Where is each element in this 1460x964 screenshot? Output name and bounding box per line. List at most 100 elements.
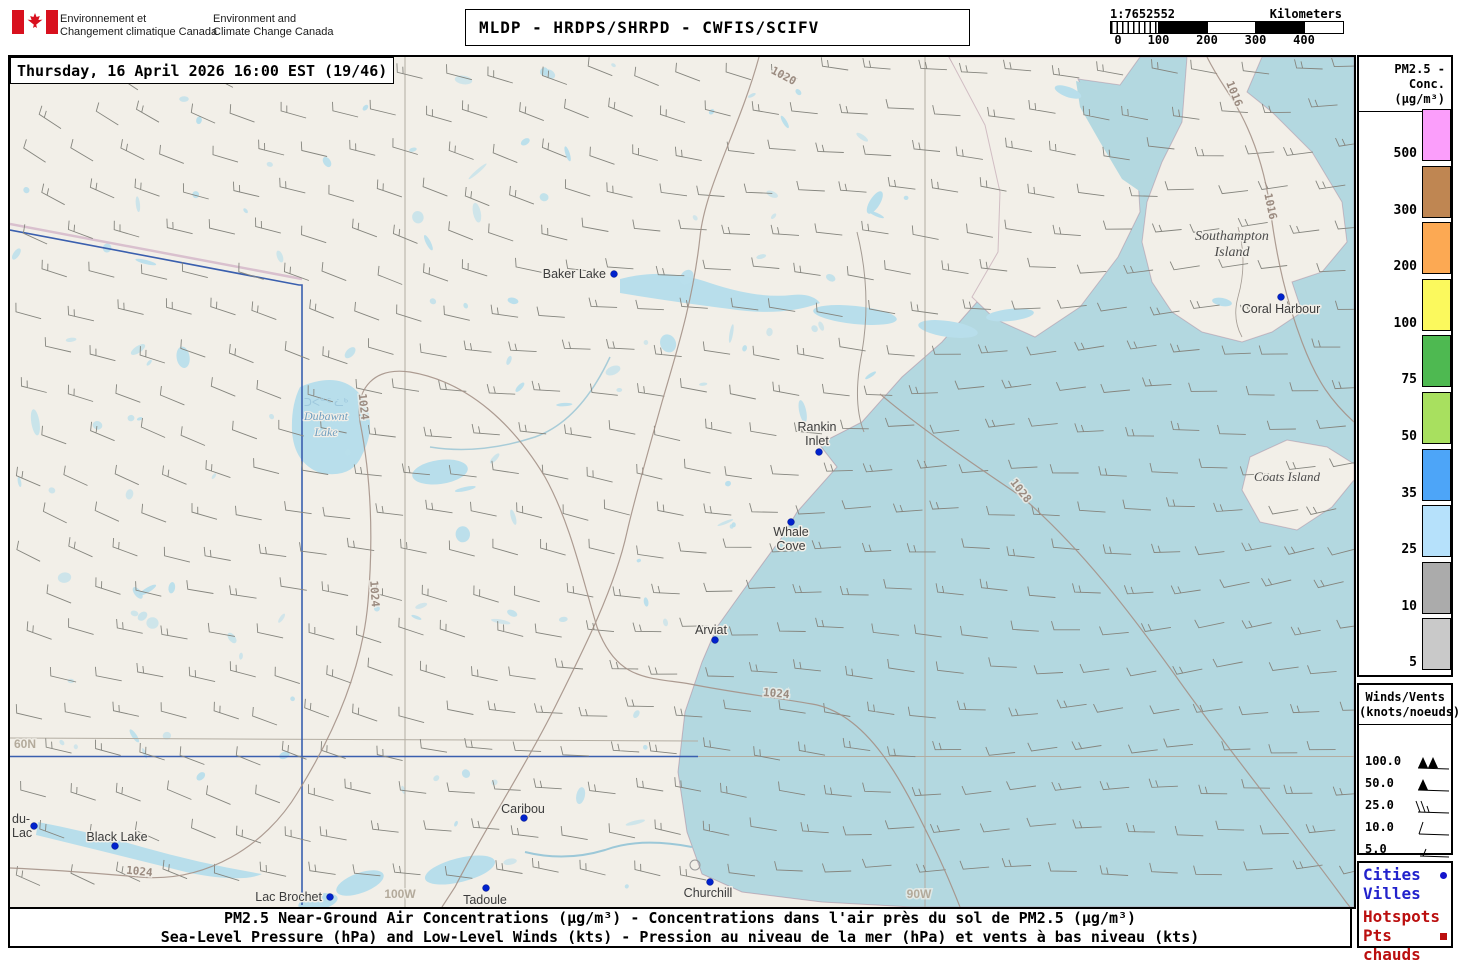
pm25-level-25: 25 [1401, 542, 1417, 558]
map-scale-ratio: 1:7652552 [1110, 7, 1176, 21]
pm25-level-500: 500 [1393, 146, 1417, 161]
isobars [10, 57, 1354, 907]
wind-barb-icon-pennant1 [1417, 779, 1450, 792]
timestamp-text: Thursday, 16 April 2026 16:00 EST (19/46… [17, 61, 388, 80]
caption-line2: Sea-Level Pressure (hPa) and Low-Level W… [160, 928, 1200, 946]
city-dot-arviat [711, 636, 719, 644]
pm25-swatch-75 [1422, 335, 1451, 388]
isobar-1020 [441, 57, 760, 907]
wind-legend-row-50.0: 50.0 [1359, 773, 1455, 795]
wind-barb-icon-barb10 [1418, 821, 1450, 836]
scale-tick-100: 100 [1147, 33, 1170, 47]
winds-title-line2: (knots/noeuds) [1359, 705, 1460, 719]
scale-segment-white-1 [1208, 22, 1256, 33]
isobar-label-1024: 1024 [126, 864, 154, 880]
wind-speed-10.0: 10.0 [1365, 820, 1394, 834]
pm25-legend-separator [1359, 111, 1451, 112]
canada-flag-icon [12, 10, 58, 34]
pm25-title-line2: (µg/m³) [1394, 92, 1445, 106]
map-scale-ticks: 0 100 200 300 400 [1110, 33, 1370, 47]
graticule-label-90W: 90W [907, 887, 932, 901]
scale-tick-400: 400 [1293, 33, 1315, 47]
markers-legend: Cities Villes Hotspots Pts chauds [1357, 861, 1453, 964]
pm25-legend: PM2.5 - Conc. (µg/m³) 500 300 200 100 75 50 35… [1357, 55, 1453, 677]
isobar-1028 [879, 393, 1351, 907]
city-label-inlet: Inlet [805, 434, 829, 448]
map-scale-bar [1110, 21, 1344, 34]
wind-legend-row-100.0: 100.0 [1359, 751, 1455, 773]
city-label-caribou: Caribou [501, 802, 545, 816]
winds-legend: Winds/Vents (knots/noeuds) 100.0 50.0 25.0… [1357, 683, 1460, 858]
product-title: MLDP - HRDPS/SHRPD - CWFIS/SCIFV [479, 18, 820, 37]
product-title-box: MLDP - HRDPS/SHRPD - CWFIS/SCIFV [465, 9, 970, 46]
graticule-labels: 60N 100W 90W [13, 736, 934, 903]
pm25-swatch-35 [1422, 448, 1451, 501]
city-dot-baker-lake [610, 270, 618, 278]
pm25-swatch-5 [1422, 618, 1451, 671]
graticule-label-60N: 60N [14, 737, 36, 751]
isobar-label-1024: 1024 [763, 686, 791, 701]
wind-legend-row-10.0: 10.0 [1359, 817, 1455, 839]
place-label-coats-island: Coats Island [1254, 469, 1321, 484]
city-dot-icon [1440, 872, 1447, 879]
scattered-lakes [11, 62, 909, 889]
winds-legend-separator [1359, 724, 1451, 725]
hotspots-label-fr: Pts chauds [1363, 926, 1421, 964]
winds-legend-title: Winds/Vents (knots/noeuds) [1359, 685, 1460, 720]
pm25-level-200: 200 [1393, 259, 1417, 275]
wind-barb-icon-pennant2 [1417, 757, 1450, 770]
city-dot-churchill [706, 878, 714, 886]
pm25-swatch-50 [1422, 392, 1451, 444]
pm25-title-line1: PM2.5 - Conc. [1394, 62, 1445, 91]
agency-fr-line1: Environnement et [60, 13, 147, 25]
coats-island [1241, 439, 1354, 531]
hotspot-square-icon [1440, 933, 1447, 940]
pm25-swatch-10 [1422, 561, 1451, 614]
agency-name-english: Environment and Climate Change Canada [213, 13, 333, 39]
city-dot-tadoule [482, 884, 490, 892]
wind-speed-25.0: 25.0 [1365, 798, 1394, 812]
pm25-level-10: 10 [1401, 598, 1417, 614]
wind-speed-50.0: 50.0 [1365, 776, 1394, 790]
place-label-dubawnt: Dubawnt [303, 409, 349, 423]
city-dot-lac-brochet [326, 893, 334, 901]
map-canvas: 1020 1016 1016 1024 1024 1024 1024 1028 60N 100W… [8, 55, 1356, 909]
city-label-arviat: Arviat [695, 623, 727, 637]
wind-barb-icon-barb5 [1419, 848, 1450, 858]
wind-speed-5.0: 5.0 [1365, 842, 1387, 856]
caption-box: PM2.5 Near-Ground Air Concentrations (µg… [8, 905, 1352, 948]
city-label-du-: du- [12, 812, 30, 826]
place-label-lake: Lake [313, 425, 338, 439]
city-dot-du--lac [30, 822, 38, 830]
city-dot-whale-cove [787, 518, 795, 526]
scale-segment-black-1 [1159, 22, 1208, 33]
city-label-lac: Lac [12, 826, 32, 840]
pm25-swatch-300 [1422, 165, 1451, 218]
city-label-lac-brochet: Lac Brochet [255, 890, 322, 904]
wind-legend-row-25.0: 25.0 [1359, 795, 1455, 817]
graticule-label-100W: 100W [384, 887, 416, 901]
pm25-level-75: 75 [1401, 372, 1417, 388]
pm25-legend-title: PM2.5 - Conc. (µg/m³) [1359, 57, 1451, 107]
city-dot-black-lake [111, 842, 119, 850]
wind-legend-row-5.0: 5.0 [1359, 839, 1455, 861]
rivers [429, 226, 1244, 871]
agency-en-line1: Environment and [213, 13, 297, 25]
pm25-level-300: 300 [1393, 202, 1417, 218]
pm25-swatch-100 [1422, 278, 1451, 331]
city-label-rankin: Rankin [798, 420, 837, 434]
isobar-1024 [10, 370, 961, 907]
pm25-level-35: 35 [1401, 485, 1417, 501]
city-label-tadoule: Tadoule [463, 893, 507, 907]
city-label-cove: Cove [776, 539, 805, 553]
place-label-southampton: Southampton [1195, 229, 1269, 244]
agency-name-french: Environnement et Changement climatique C… [60, 13, 217, 39]
pm25-swatch-25 [1422, 505, 1451, 558]
scale-tick-200: 200 [1196, 33, 1218, 47]
place-label-syllabics: ᑐᐸᓐᑦ ᓛᒃ [304, 397, 349, 409]
graticule-lines [10, 57, 1354, 907]
territorial-borders [10, 222, 698, 905]
